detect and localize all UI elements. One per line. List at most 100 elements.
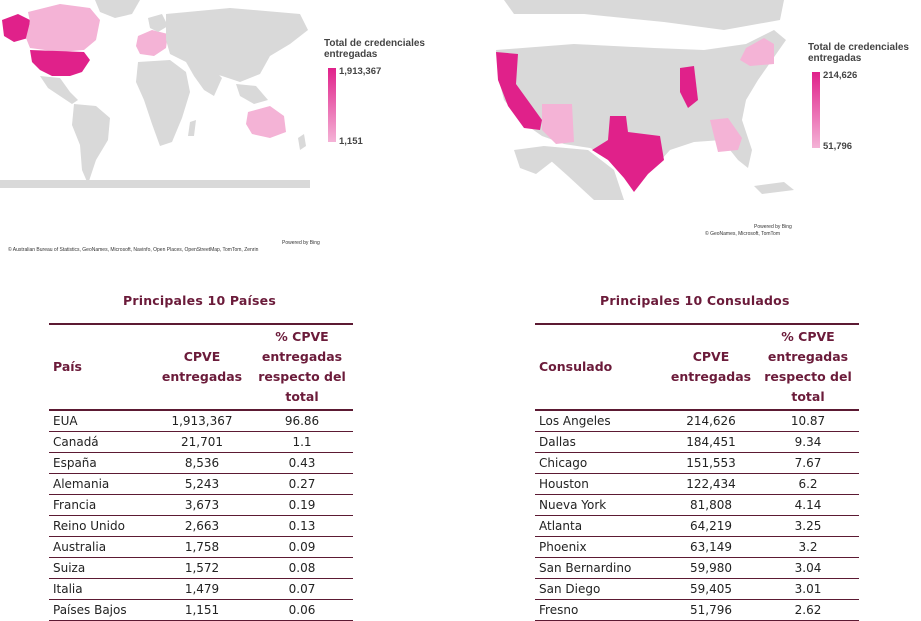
country-cell: EUA [49,410,153,432]
map-africa [136,60,190,146]
consulate-cell: San Diego [535,578,665,600]
table-row: Francia 3,673 0.19 [49,494,353,516]
table-row: Los Angeles 214,626 10.87 [535,410,859,432]
table-row: San Diego 59,405 3.01 [535,578,859,600]
cpve-cell: 3,673 [153,494,251,516]
map-cuba [754,182,794,194]
percent-cell: 3.04 [757,557,859,579]
consulate-cell: Los Angeles [535,410,665,432]
country-cell: Países Bajos [49,599,153,621]
map-usa [30,50,90,76]
map-mexico [40,76,78,104]
country-cell: Alemania [49,473,153,495]
map-us-alaska [514,146,554,174]
consulate-cell: Chicago [535,452,665,474]
cpve-cell: 1,479 [153,578,251,600]
cpve-cell: 214,626 [665,410,757,432]
cpve-cell: 1,572 [153,557,251,579]
percent-cell: 0.43 [251,452,353,474]
cpve-cell: 64,219 [665,515,757,537]
percent-cell: 0.19 [251,494,353,516]
table-row: EUA 1,913,367 96.86 [49,410,353,432]
cpve-cell: 1,913,367 [153,410,251,432]
percent-cell: 0.08 [251,557,353,579]
map-madagascar [188,120,196,136]
percent-cell: 3.01 [757,578,859,600]
cpve-cell: 2,663 [153,515,251,537]
table-row: Alemania 5,243 0.27 [49,473,353,495]
consulate-cell: Phoenix [535,536,665,558]
percent-cell: 6.2 [757,473,859,495]
map-texas [592,116,664,192]
percent-cell: 0.09 [251,536,353,558]
map-illinois [680,66,698,108]
cpve-cell: 5,243 [153,473,251,495]
map-new-zealand [298,134,306,150]
cpve-cell: 184,451 [665,431,757,453]
consulates-table-title: Principales 10 Consulados [600,293,790,308]
map-se-asia [236,84,268,104]
percent-cell: 0.07 [251,578,353,600]
world-powered-by: Powered by Bing [282,240,320,246]
map-india [186,62,222,96]
map-scandinavia [148,14,168,32]
map-south-america [72,104,110,184]
map-greenland [95,0,140,18]
table-row: Nueva York 81,808 4.14 [535,494,859,516]
cpve-cell: 59,405 [665,578,757,600]
consulate-cell: Atlanta [535,515,665,537]
table-row: Italia 1,479 0.07 [49,578,353,600]
table-row: Reino Unido 2,663 0.13 [49,515,353,537]
consulates-table: Consulado CPVE entregadas % CPVE entrega… [535,323,859,621]
map-new-york [740,38,774,66]
percent-cell: 2.62 [757,599,859,621]
percent-cell: 7.67 [757,452,859,474]
table-row: Chicago 151,553 7.67 [535,452,859,474]
us-legend-max: 214,626 [823,70,858,81]
us-attribution: © GeoNames, Microsoft, TomTom [705,231,780,237]
map-arizona [542,104,574,144]
percent-cell: 3.25 [757,515,859,537]
percent-cell: 0.06 [251,599,353,621]
percent-cell: 4.14 [757,494,859,516]
percent-cell: 10.87 [757,410,859,432]
consulate-cell: Nueva York [535,494,665,516]
cpve-cell: 151,553 [665,452,757,474]
map-australia [246,106,286,138]
us-map[interactable] [484,0,804,200]
country-cell: Italia [49,578,153,600]
map-georgia [710,118,742,152]
consulates-header-row: Consulado CPVE entregadas % CPVE entrega… [535,324,859,410]
countries-header-row: País CPVE entregadas % CPVE entregadas r… [49,324,353,410]
map-europe [136,30,168,56]
cpve-col-header: CPVE entregadas [161,349,243,384]
country-cell: Australia [49,536,153,558]
table-row: Fresno 51,796 2.62 [535,599,859,621]
cpve-cell: 81,808 [665,494,757,516]
consulate-cell: Houston [535,473,665,495]
country-cell: España [49,452,153,474]
map-canada-north [504,0,784,30]
consulate-cell: Dallas [535,431,665,453]
consulate-cell: Fresno [535,599,665,621]
map-asia [166,8,308,82]
percent-cell: 0.13 [251,515,353,537]
map-alaska [2,14,30,42]
table-row: Países Bajos 1,151 0.06 [49,599,353,621]
map-mexico-north [544,146,624,200]
cpve-cell: 51,796 [665,599,757,621]
table-row: San Bernardino 59,980 3.04 [535,557,859,579]
cpve-cell: 1,151 [153,599,251,621]
cpve-cell: 21,701 [153,431,251,453]
cpve-col-header: CPVE entregadas [670,349,752,384]
table-row: Phoenix 63,149 3.2 [535,536,859,558]
country-cell: Francia [49,494,153,516]
percent-cell: 3.2 [757,536,859,558]
world-attribution: © Australian Bureau of Statistics, GeoNa… [8,247,259,253]
world-map[interactable] [0,0,310,190]
us-legend-title: Total de credenciales entregadas [808,42,909,64]
table-row: Dallas 184,451 9.34 [535,431,859,453]
world-legend-min: 1,151 [339,136,363,147]
country-cell: Suiza [49,557,153,579]
cpve-cell: 1,758 [153,536,251,558]
